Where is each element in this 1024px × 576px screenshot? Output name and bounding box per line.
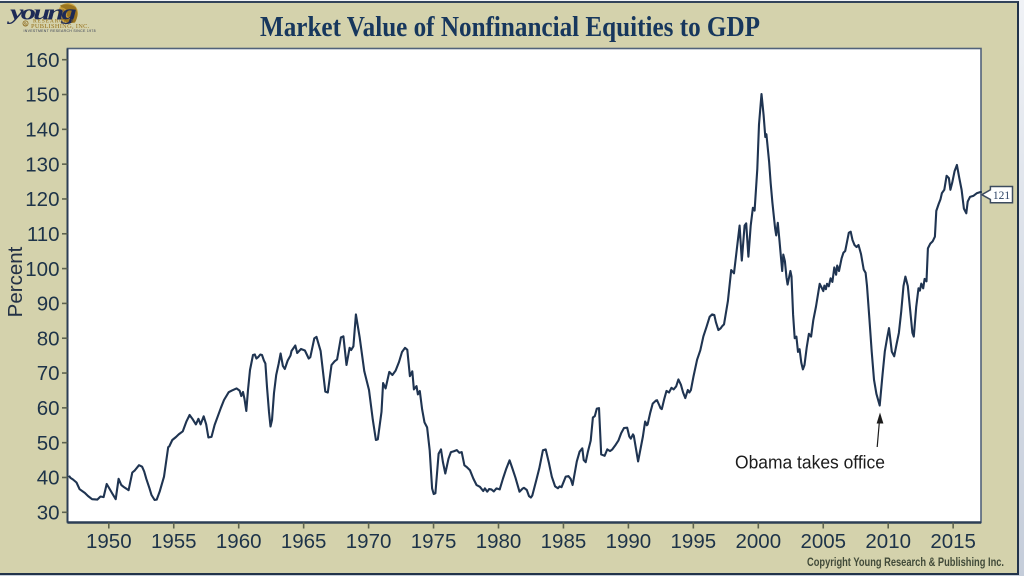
svg-text:50: 50 bbox=[37, 432, 60, 455]
svg-text:&: & bbox=[24, 22, 28, 27]
svg-text:60: 60 bbox=[37, 397, 60, 420]
svg-text:1970: 1970 bbox=[346, 530, 392, 553]
svg-text:1955: 1955 bbox=[151, 530, 197, 553]
svg-text:2000: 2000 bbox=[735, 530, 781, 553]
svg-text:90: 90 bbox=[37, 293, 60, 316]
svg-text:Percent: Percent bbox=[4, 246, 27, 317]
svg-text:Market Value of Nonfinancial E: Market Value of Nonfinancial Equities to… bbox=[260, 12, 760, 43]
svg-text:2010: 2010 bbox=[865, 530, 911, 553]
svg-text:1985: 1985 bbox=[541, 530, 587, 553]
svg-text:1995: 1995 bbox=[671, 530, 717, 553]
svg-text:1950: 1950 bbox=[86, 530, 132, 553]
svg-text:INVESTMENT RESEARCH SINCE 1978: INVESTMENT RESEARCH SINCE 1978 bbox=[24, 29, 96, 33]
svg-text:1960: 1960 bbox=[216, 530, 262, 553]
svg-text:140: 140 bbox=[25, 119, 59, 142]
svg-text:70: 70 bbox=[37, 362, 60, 385]
svg-text:Copyright Young Research & Pub: Copyright Young Research & Publishing In… bbox=[807, 555, 1004, 569]
svg-text:150: 150 bbox=[25, 84, 59, 107]
svg-text:110: 110 bbox=[27, 223, 60, 246]
svg-text:2005: 2005 bbox=[800, 530, 846, 553]
svg-text:Obama takes office: Obama takes office bbox=[735, 452, 885, 473]
svg-text:40: 40 bbox=[37, 467, 60, 490]
svg-text:young: young bbox=[6, 0, 77, 25]
svg-text:2015: 2015 bbox=[930, 530, 976, 553]
svg-text:1980: 1980 bbox=[476, 530, 522, 553]
svg-text:80: 80 bbox=[37, 327, 60, 350]
svg-text:160: 160 bbox=[25, 49, 59, 72]
svg-text:1990: 1990 bbox=[606, 530, 652, 553]
svg-text:100: 100 bbox=[25, 258, 59, 281]
svg-text:PUBLISHING, INC.: PUBLISHING, INC. bbox=[31, 23, 90, 30]
svg-text:30: 30 bbox=[37, 502, 60, 525]
svg-text:RESEARCH &: RESEARCH & bbox=[33, 18, 76, 24]
svg-text:1965: 1965 bbox=[281, 530, 327, 553]
svg-text:120: 120 bbox=[25, 188, 59, 211]
svg-text:130: 130 bbox=[25, 153, 59, 176]
svg-text:121: 121 bbox=[993, 190, 1011, 202]
svg-text:1975: 1975 bbox=[411, 530, 457, 553]
